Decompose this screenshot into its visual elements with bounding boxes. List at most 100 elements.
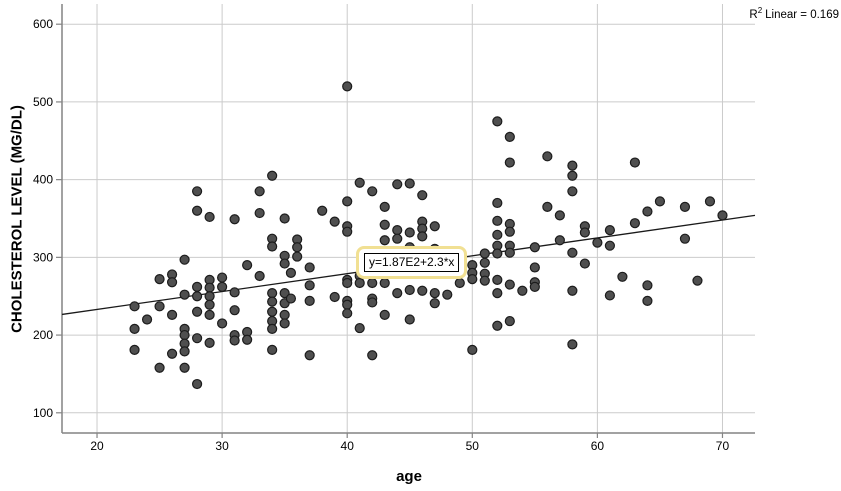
data-point[interactable] <box>429 298 440 309</box>
data-point[interactable] <box>242 334 253 345</box>
data-point[interactable] <box>254 207 265 219</box>
data-point[interactable] <box>417 231 428 242</box>
data-point[interactable] <box>492 197 503 209</box>
data-point[interactable] <box>179 346 190 357</box>
data-point[interactable] <box>567 285 578 296</box>
data-point[interactable] <box>492 320 503 331</box>
data-point[interactable] <box>379 277 390 289</box>
data-point[interactable] <box>442 289 453 300</box>
data-point[interactable] <box>417 190 428 201</box>
data-point[interactable] <box>354 277 365 289</box>
data-point[interactable] <box>342 196 353 207</box>
data-point[interactable] <box>692 275 703 286</box>
data-point[interactable] <box>379 309 390 320</box>
data-point[interactable] <box>129 301 140 312</box>
data-point[interactable] <box>492 229 503 240</box>
data-point[interactable] <box>154 362 165 373</box>
data-point[interactable] <box>404 284 415 296</box>
data-point[interactable] <box>217 272 228 283</box>
data-point[interactable] <box>342 299 353 310</box>
data-point[interactable] <box>504 226 515 237</box>
data-point[interactable] <box>579 258 590 269</box>
data-point[interactable] <box>629 218 641 229</box>
data-point[interactable] <box>529 281 540 292</box>
data-point[interactable] <box>704 196 716 207</box>
data-point[interactable] <box>429 221 440 232</box>
data-point[interactable] <box>654 196 666 207</box>
data-point[interactable] <box>267 344 278 355</box>
data-point[interactable] <box>229 287 240 298</box>
data-point[interactable] <box>342 308 353 319</box>
data-point[interactable] <box>604 290 615 301</box>
data-point[interactable] <box>191 291 203 302</box>
data-point[interactable] <box>379 219 390 230</box>
data-point[interactable] <box>567 186 578 197</box>
data-point[interactable] <box>592 237 603 248</box>
data-point[interactable] <box>479 275 490 286</box>
data-point[interactable] <box>679 233 691 244</box>
data-point[interactable] <box>717 210 728 221</box>
data-point[interactable] <box>567 247 578 258</box>
data-point[interactable] <box>141 314 153 325</box>
data-point[interactable] <box>404 227 415 238</box>
data-point[interactable] <box>179 289 190 300</box>
data-point[interactable] <box>367 297 378 308</box>
data-point[interactable] <box>492 116 503 127</box>
data-point[interactable] <box>292 251 303 262</box>
data-point[interactable] <box>367 350 378 361</box>
data-point[interactable] <box>166 348 178 359</box>
data-point[interactable] <box>617 271 628 282</box>
data-point[interactable] <box>367 186 378 197</box>
data-point[interactable] <box>279 288 290 299</box>
data-point[interactable] <box>417 285 428 296</box>
data-point[interactable] <box>304 295 315 306</box>
data-point[interactable] <box>642 206 653 217</box>
data-point[interactable] <box>467 274 478 285</box>
data-point[interactable] <box>179 362 190 373</box>
data-point[interactable] <box>166 309 178 320</box>
data-point[interactable] <box>342 277 353 289</box>
data-point[interactable] <box>567 160 578 171</box>
data-point[interactable] <box>642 295 653 306</box>
data-point[interactable] <box>267 296 278 307</box>
data-point[interactable] <box>279 309 290 320</box>
data-point[interactable] <box>254 186 265 197</box>
data-point[interactable] <box>342 226 353 237</box>
data-point[interactable] <box>217 318 228 329</box>
data-point[interactable] <box>392 225 403 236</box>
data-point[interactable] <box>191 205 203 216</box>
data-point[interactable] <box>267 288 278 299</box>
data-point[interactable] <box>429 288 440 299</box>
data-point[interactable] <box>292 242 303 253</box>
data-point[interactable] <box>267 241 278 252</box>
data-point[interactable] <box>529 242 540 253</box>
data-point[interactable] <box>285 293 297 304</box>
data-point[interactable] <box>554 210 565 221</box>
data-point[interactable] <box>191 333 203 344</box>
data-point[interactable] <box>504 247 515 258</box>
data-point[interactable] <box>379 201 390 212</box>
data-point[interactable] <box>279 213 290 224</box>
data-point[interactable] <box>229 214 240 225</box>
data-point[interactable] <box>191 306 203 317</box>
data-point[interactable] <box>229 305 240 316</box>
data-point[interactable] <box>179 254 190 265</box>
data-point[interactable] <box>179 329 190 341</box>
data-point[interactable] <box>329 291 340 303</box>
data-point[interactable] <box>154 301 165 312</box>
data-point[interactable] <box>329 216 340 227</box>
data-point[interactable] <box>285 267 297 279</box>
data-point[interactable] <box>542 201 553 212</box>
data-point[interactable] <box>492 248 503 259</box>
data-point[interactable] <box>504 157 515 168</box>
data-point[interactable] <box>304 262 315 273</box>
data-point[interactable] <box>392 179 403 190</box>
data-point[interactable] <box>492 215 503 226</box>
data-point[interactable] <box>129 323 140 334</box>
data-point[interactable] <box>304 350 315 361</box>
data-point[interactable] <box>229 335 240 346</box>
data-point[interactable] <box>354 177 365 188</box>
data-point[interactable] <box>191 186 203 197</box>
data-point[interactable] <box>217 281 228 292</box>
data-point[interactable] <box>166 277 178 288</box>
